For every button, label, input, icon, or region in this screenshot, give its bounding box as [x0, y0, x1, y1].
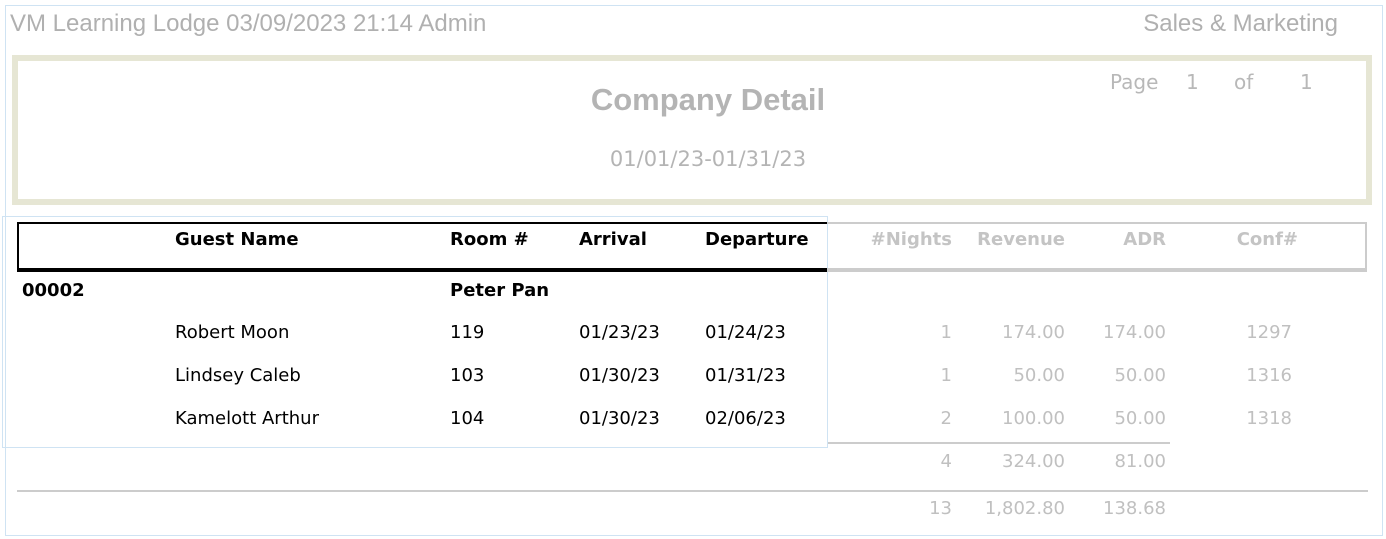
subtotal-revenue: 324.00	[1002, 451, 1065, 472]
row-room-number: 104	[450, 408, 485, 429]
total-divider	[17, 490, 1368, 492]
subtotal-divider	[828, 442, 1170, 444]
row-nights: 2	[940, 408, 952, 429]
row-room-number: 119	[450, 322, 485, 343]
row-guest-name: Kamelott Arthur	[175, 408, 319, 429]
report-title: Company Detail	[590, 82, 826, 117]
row-arrival-date: 01/30/23	[579, 408, 660, 429]
row-conf-number: 1318	[1246, 408, 1292, 429]
page-total: 1	[1300, 70, 1313, 94]
row-conf-number: 1297	[1246, 322, 1292, 343]
page-current: 1	[1186, 70, 1199, 94]
row-revenue: 50.00	[1013, 365, 1065, 386]
row-departure-date: 01/24/23	[705, 322, 786, 343]
table-header-faded	[827, 222, 1367, 272]
report-frame	[5, 5, 1383, 536]
row-conf-number: 1316	[1246, 365, 1292, 386]
total-nights: 13	[929, 498, 952, 519]
row-revenue: 174.00	[1002, 322, 1065, 343]
page-of-label: of	[1234, 70, 1254, 94]
col-revenue: Revenue	[977, 229, 1065, 250]
col-guest-name: Guest Name	[175, 229, 299, 250]
row-arrival-date: 01/30/23	[579, 365, 660, 386]
row-adr: 50.00	[1114, 365, 1166, 386]
col-room: Room #	[450, 229, 529, 250]
report-header-info: VM Learning Lodge 03/09/2023 21:14 Admin	[10, 10, 487, 37]
row-adr: 50.00	[1114, 408, 1166, 429]
table-header	[17, 222, 827, 272]
col-adr: ADR	[1123, 229, 1166, 250]
row-guest-name: Robert Moon	[175, 322, 290, 343]
selection-highlight	[2, 216, 828, 448]
row-room-number: 103	[450, 365, 485, 386]
subtotal-nights: 4	[940, 451, 952, 472]
col-arrival: Arrival	[579, 229, 647, 250]
col-nights: #Nights	[870, 229, 952, 250]
row-nights: 1	[940, 322, 952, 343]
total-revenue: 1,802.80	[984, 498, 1065, 519]
group-name: Peter Pan	[450, 280, 550, 301]
row-departure-date: 01/31/23	[705, 365, 786, 386]
row-guest-name: Lindsey Caleb	[175, 365, 301, 386]
row-departure-date: 02/06/23	[705, 408, 786, 429]
row-revenue: 100.00	[1002, 408, 1065, 429]
row-arrival-date: 01/23/23	[579, 322, 660, 343]
group-id: 00002	[22, 280, 85, 301]
date-range: 01/01/23-01/31/23	[609, 147, 807, 171]
col-conf: Conf#	[1236, 229, 1298, 250]
row-nights: 1	[940, 365, 952, 386]
total-adr: 138.68	[1103, 498, 1166, 519]
department-label: Sales & Marketing	[1143, 10, 1338, 37]
subtotal-adr: 81.00	[1114, 451, 1166, 472]
row-adr: 174.00	[1103, 322, 1166, 343]
col-departure: Departure	[705, 229, 809, 250]
page-label: Page	[1110, 70, 1159, 94]
title-box	[12, 55, 1372, 205]
